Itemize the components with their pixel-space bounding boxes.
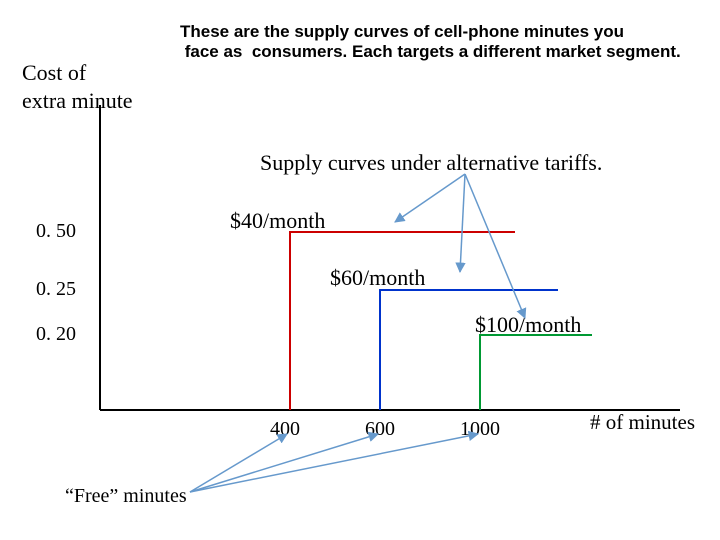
diagram-canvas: These are the supply curves of cell-phon… [0, 0, 720, 540]
x-tick-600: 600 [365, 418, 395, 441]
y-tick-050: 0. 50 [36, 220, 76, 243]
header-line-2: face as consumers. Each targets a differ… [180, 42, 681, 62]
x-tick-1000: 1000 [460, 418, 500, 441]
header-line-1: These are the supply curves of cell-phon… [180, 22, 624, 42]
series-label-60: $60/month [330, 265, 425, 291]
y-tick-025: 0. 25 [36, 278, 76, 301]
y-axis-label-line-2: extra minute [22, 88, 133, 114]
series-label-100: $100/month [475, 312, 581, 338]
series-label-40: $40/month [230, 208, 325, 234]
y-tick-020: 0. 20 [36, 323, 76, 346]
x-tick-400: 400 [270, 418, 300, 441]
y-axis-label-line-1: Cost of [22, 60, 86, 86]
chart-title: Supply curves under alternative tariffs. [260, 150, 602, 176]
x-axis-label: # of minutes [590, 410, 695, 435]
free-minutes-label: “Free” minutes [65, 485, 187, 508]
